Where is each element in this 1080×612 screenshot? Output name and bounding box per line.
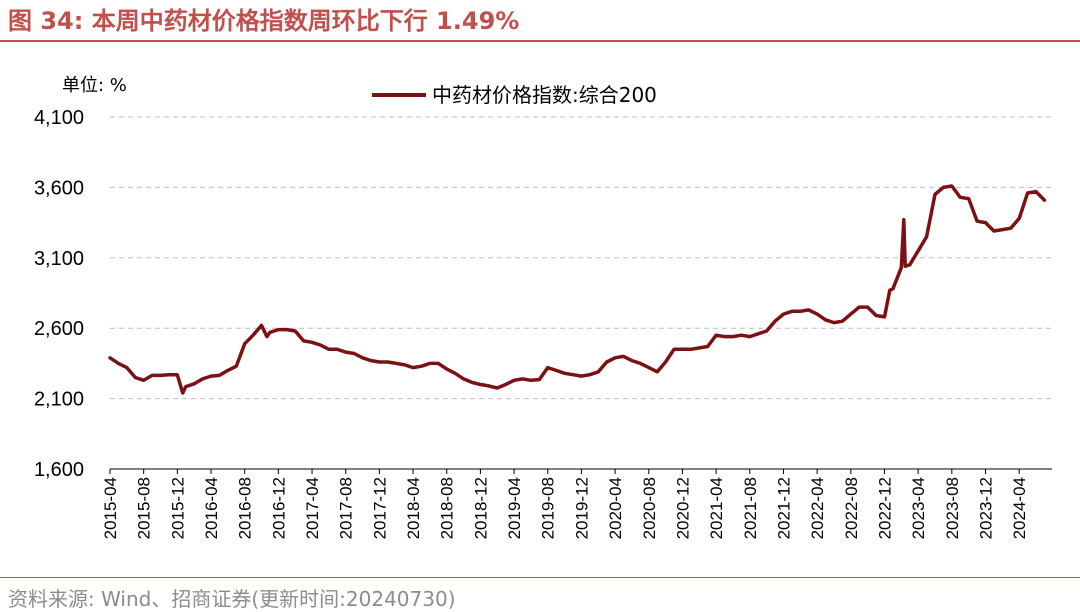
x-tick-label: 2021-12	[774, 477, 793, 539]
x-tick-label: 2023-12	[976, 477, 995, 539]
x-tick-label: 2019-12	[572, 477, 591, 539]
x-tick-label: 2018-12	[471, 477, 490, 539]
x-tick-label: 2019-04	[505, 477, 524, 539]
figure-title: 图 34: 本周中药材价格指数周环比下行 1.49%	[8, 7, 520, 35]
x-tick-label: 2023-08	[943, 477, 962, 539]
y-tick-label: 3,600	[34, 177, 84, 199]
x-tick-label: 2018-04	[404, 477, 423, 539]
x-tick-label: 2021-04	[707, 477, 726, 539]
x-tick-label: 2016-12	[269, 477, 288, 539]
x-tick-label: 2022-12	[875, 477, 894, 539]
series-line	[108, 184, 1047, 395]
x-tick-label: 2021-08	[741, 477, 760, 539]
x-tick-label: 2017-08	[337, 477, 356, 539]
y-tick-label: 4,100	[34, 107, 84, 129]
x-tick-label: 2015-08	[135, 477, 154, 539]
x-tick-label: 2019-08	[539, 477, 558, 539]
x-tick-label: 2022-04	[808, 477, 827, 539]
x-tick-label: 2020-04	[606, 477, 625, 539]
x-tick-label: 2024-04	[1010, 477, 1029, 539]
gridlines	[110, 116, 1052, 400]
x-tick-label: 2023-04	[909, 477, 928, 539]
y-axis-tick-labels: 1,600 2,100 2,600 3,100 3,600 4,100	[34, 107, 84, 481]
x-tick-label: 2022-08	[842, 477, 861, 539]
legend-label: 中药材价格指数:综合200	[432, 83, 657, 107]
source-note: 资料来源: Wind、招商证券(更新时间:20240730)	[8, 587, 456, 611]
y-tick-label: 1,600	[34, 459, 84, 481]
x-tick-label: 2020-08	[640, 477, 659, 539]
x-tick-label: 2015-04	[101, 477, 120, 539]
source-divider	[0, 577, 1080, 578]
legend: 中药材价格指数:综合200	[372, 83, 657, 107]
x-tick-label: 2020-12	[673, 477, 692, 539]
x-tick-label: 2015-12	[168, 477, 187, 539]
series-lines	[108, 184, 1047, 395]
x-tick-label: 2016-04	[202, 477, 221, 539]
x-tick-label: 2018-08	[438, 477, 457, 539]
unit-label: 单位: %	[62, 75, 127, 96]
x-tick-label: 2016-08	[236, 477, 255, 539]
title-underline	[0, 40, 1080, 42]
y-tick-label: 2,100	[34, 389, 84, 411]
x-axis: 2015-04 2015-08 2015-12 2016-04 2016-08 2016-…	[101, 468, 1052, 539]
y-tick-label: 2,600	[34, 318, 84, 340]
x-tick-label: 2017-04	[303, 477, 322, 539]
x-tick-label: 2017-12	[370, 477, 389, 539]
y-tick-label: 3,100	[34, 248, 84, 270]
